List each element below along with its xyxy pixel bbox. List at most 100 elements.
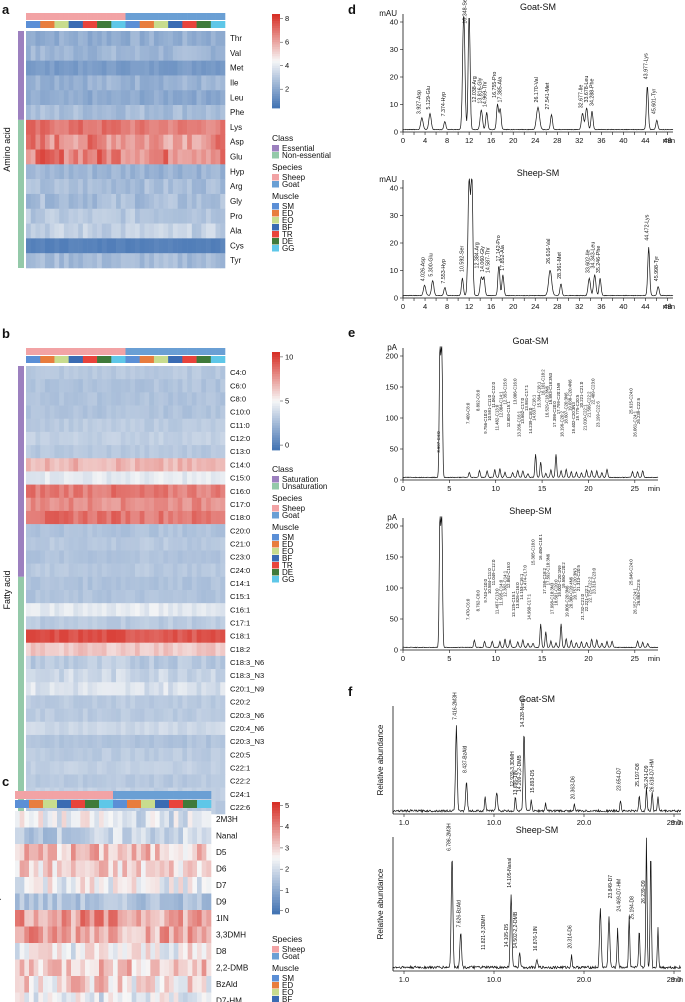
heatmap-cell — [177, 603, 183, 617]
heatmap-cell — [134, 590, 141, 604]
heatmap-cell — [172, 655, 178, 670]
muscle-annotation-cell — [153, 356, 169, 363]
heatmap-cell — [63, 458, 69, 472]
heatmap-cell — [54, 149, 60, 165]
heatmap-cell — [201, 959, 207, 977]
heatmap-cell — [120, 603, 126, 617]
heatmap-cell — [111, 603, 117, 617]
heatmap-cell — [177, 366, 183, 380]
heatmap-cell — [163, 642, 169, 657]
x-tick-label: 48 — [663, 302, 671, 311]
species-annotation-cell — [220, 348, 226, 355]
heatmap-cell — [38, 910, 44, 927]
heatmap-cell — [43, 943, 48, 960]
heatmap-cell — [44, 366, 50, 380]
heatmap-cell — [73, 642, 79, 657]
heatmap-cell — [139, 524, 145, 538]
heatmap-cell — [30, 238, 36, 254]
heatmap-cell — [63, 193, 69, 210]
heatmap-cell — [35, 576, 41, 591]
heatmap-cell — [168, 223, 174, 239]
heatmap-cell — [163, 682, 169, 696]
x-tick-label: 12 — [465, 302, 473, 311]
heatmap-cell — [215, 45, 221, 61]
heatmap-cell — [78, 774, 84, 788]
heatmap-cell — [125, 603, 131, 617]
heatmap-cell — [206, 642, 212, 657]
species-annotation-cell — [163, 13, 169, 20]
heatmap-cell — [168, 45, 174, 61]
heatmap-cell — [54, 524, 60, 538]
heatmap-cell — [101, 119, 107, 135]
y-axis-label: mAU — [379, 175, 397, 184]
species-annotation-cell — [113, 791, 118, 799]
heatmap-cell — [78, 445, 84, 459]
heatmap-cell — [78, 179, 84, 195]
heatmap-cell — [87, 655, 93, 670]
heatmap-cell — [163, 774, 169, 788]
species-annotation-cell — [125, 348, 131, 355]
peak-label: 14.153-C16:1 — [519, 573, 524, 600]
heatmap-cell — [30, 537, 36, 551]
heatmap-cell — [30, 149, 36, 165]
x-tick-label: 48 — [663, 136, 671, 145]
heatmap-cell — [144, 695, 150, 709]
heatmap-cell — [139, 392, 145, 406]
heatmap-cell — [150, 926, 156, 944]
heatmap-cell — [78, 695, 84, 709]
heatmap-cell — [155, 877, 160, 894]
peak-label: 14.209-2,2-DMB — [517, 755, 523, 792]
heatmap-cell — [106, 379, 112, 393]
heatmap-cell — [215, 164, 221, 180]
legend-item: SM — [282, 533, 294, 542]
heatmap-cell — [182, 471, 188, 485]
heatmap-cell — [182, 629, 188, 644]
heatmap-cell — [82, 603, 88, 617]
panel-c: c2M3HNanalD5D6D7D91IN3,3DMHD82,2-DMBBzAl… — [0, 774, 306, 1002]
peak-label: 18.196-C20:2 — [560, 410, 565, 437]
heatmap-cell — [201, 119, 207, 135]
heatmap-cell — [89, 844, 95, 861]
y-tick-label: 200 — [385, 522, 398, 531]
heatmap-cell — [44, 748, 50, 762]
species-annotation-cell — [196, 13, 202, 20]
heatmap-cell — [63, 576, 69, 591]
heatmap-cell — [182, 537, 188, 551]
heatmap-cell — [191, 563, 197, 578]
row-label: Pro — [230, 212, 243, 221]
heatmap-cell — [191, 748, 197, 762]
heatmap-cell — [59, 497, 65, 512]
heatmap-cell — [82, 193, 88, 210]
peak-label: 13.816-Gly — [477, 77, 483, 103]
heatmap-cell — [182, 379, 188, 393]
species-annotation-cell — [122, 791, 128, 799]
heatmap-cell — [92, 458, 98, 472]
heatmap-cell — [139, 708, 145, 723]
heatmap-cell — [187, 893, 193, 911]
heatmap-cell — [191, 418, 197, 433]
color-scale-step — [272, 410, 280, 414]
heatmap-cell — [158, 471, 164, 485]
heatmap-cell — [63, 445, 69, 459]
heatmap-cell — [40, 458, 46, 472]
heatmap-cell — [134, 119, 141, 135]
heatmap-cell — [159, 926, 165, 944]
heatmap-cell — [111, 721, 117, 736]
heatmap-cell — [92, 392, 98, 406]
heatmap-cell — [210, 510, 216, 525]
heatmap-cell — [144, 471, 150, 485]
heatmap-cell — [78, 418, 84, 433]
heatmap-cell — [68, 75, 74, 91]
heatmap-cell — [125, 734, 131, 749]
row-label: Gly — [230, 197, 242, 206]
heatmap-cell — [47, 877, 53, 894]
heatmap-cell — [169, 959, 174, 977]
heatmap-cell — [15, 860, 20, 878]
heatmap-cell — [85, 926, 90, 944]
peak-label: 13.696-1IN — [513, 770, 519, 795]
x-tick-label: 8 — [445, 302, 449, 311]
heatmap-cell — [163, 149, 169, 165]
heatmap-cell — [33, 811, 39, 828]
heatmap-cell — [215, 471, 221, 485]
heatmap-cell — [206, 90, 212, 106]
